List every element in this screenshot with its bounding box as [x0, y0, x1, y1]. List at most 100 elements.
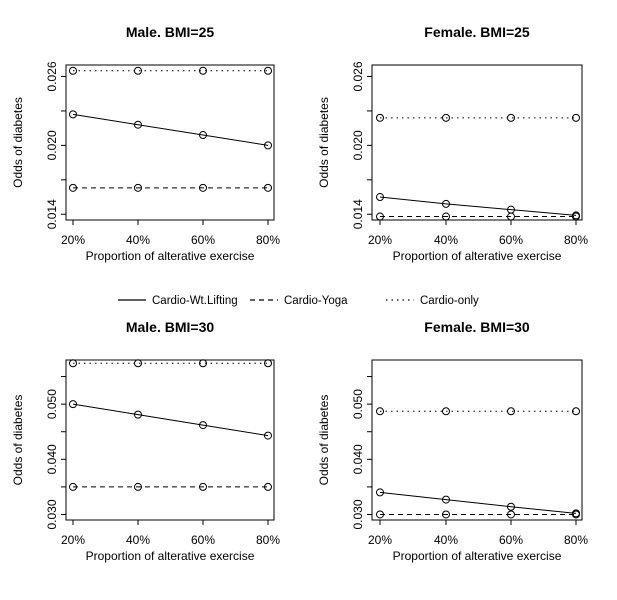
x-axis-label: Proportion of alterative exercise — [86, 549, 255, 563]
data-point — [264, 183, 272, 192]
data-point — [507, 212, 515, 221]
data-point — [507, 502, 515, 511]
x-tick-label: 40% — [126, 533, 150, 547]
y-axis-label: Odds of diabetes — [317, 97, 331, 188]
data-point — [264, 431, 272, 440]
y-axis-label: Odds of diabetes — [317, 395, 331, 486]
data-point — [572, 510, 580, 519]
y-tick-label: 0.050 — [45, 389, 59, 419]
data-point — [199, 421, 207, 430]
data-point — [572, 113, 580, 122]
data-point — [134, 359, 142, 368]
chart-panel-2: Female. BMI=25 0.014 0.020 0.026 Odds of dia… — [317, 24, 588, 263]
data-point — [376, 510, 384, 519]
data-point — [264, 66, 272, 75]
series-line-solid — [72, 403, 269, 437]
data-point — [442, 510, 450, 519]
x-axis-label: Proportion of alterative exercise — [393, 549, 562, 563]
data-point — [69, 110, 77, 119]
chart-panel-1: Male. BMI=25 0.014 0.020 0.026 Odds of diabe… — [11, 24, 280, 263]
legend-label: Cardio-Wt.Lifting — [152, 295, 238, 307]
legend-label: Cardio-Yoga — [284, 295, 348, 307]
y-tick-label: 0.014 — [351, 199, 365, 229]
x-tick-label: 80% — [256, 533, 280, 547]
series-line-solid — [379, 196, 577, 216]
chart-title: Female. BMI=25 — [424, 24, 530, 40]
data-point — [442, 495, 450, 504]
data-point — [134, 410, 142, 419]
data-point — [264, 482, 272, 491]
x-tick-label: 60% — [191, 233, 215, 247]
chart-title: Male. BMI=25 — [126, 24, 215, 40]
data-point — [264, 141, 272, 150]
x-axis-label: Proportion of alterative exercise — [393, 249, 562, 263]
y-tick-label: 0.030 — [351, 499, 365, 529]
data-point — [507, 407, 515, 416]
data-point — [376, 212, 384, 221]
plot-frame — [371, 64, 583, 221]
series-line-solid — [379, 491, 577, 514]
y-tick-label: 0.020 — [351, 130, 365, 160]
data-point — [572, 212, 580, 221]
chart-title: Male. BMI=30 — [126, 319, 215, 335]
data-point — [199, 482, 207, 491]
data-point — [442, 113, 450, 122]
x-tick-label: 60% — [191, 533, 215, 547]
y-tick-label: 0.050 — [351, 389, 365, 419]
plot-frame — [371, 359, 583, 521]
y-tick-label: 0.026 — [45, 61, 59, 91]
y-tick-label: 0.026 — [351, 61, 365, 91]
data-point — [69, 183, 77, 192]
data-point — [442, 407, 450, 416]
data-point — [69, 400, 77, 409]
y-tick-label: 0.040 — [45, 444, 59, 474]
data-point — [69, 482, 77, 491]
data-point — [264, 359, 272, 368]
data-point — [134, 66, 142, 75]
data-point — [134, 183, 142, 192]
x-tick-label: 20% — [368, 233, 392, 247]
data-point — [199, 183, 207, 192]
chart-title: Female. BMI=30 — [424, 319, 530, 335]
data-point — [134, 120, 142, 129]
x-tick-label: 40% — [434, 233, 458, 247]
plot-frame — [65, 64, 275, 221]
y-tick-label: 0.014 — [45, 199, 59, 229]
y-tick-label: 0.020 — [45, 130, 59, 160]
x-tick-label: 60% — [499, 533, 523, 547]
x-axis-label: Proportion of alterative exercise — [86, 249, 255, 263]
data-point — [69, 359, 77, 368]
series-line-solid — [72, 113, 269, 146]
data-point — [376, 488, 384, 497]
x-tick-label: 60% — [499, 233, 523, 247]
data-point — [376, 193, 384, 202]
data-point — [134, 482, 142, 491]
y-axis-label: Odds of diabetes — [11, 395, 25, 486]
data-point — [572, 407, 580, 416]
legend: Cardio-Wt.Lifting Cardio-Yoga Cardio-only — [118, 295, 479, 307]
x-tick-label: 20% — [61, 533, 85, 547]
data-point — [199, 359, 207, 368]
y-axis-label: Odds of diabetes — [11, 97, 25, 188]
x-tick-label: 40% — [126, 233, 150, 247]
x-tick-label: 20% — [368, 533, 392, 547]
data-point — [69, 66, 77, 75]
data-point — [376, 113, 384, 122]
y-tick-label: 0.040 — [351, 444, 365, 474]
data-point — [442, 199, 450, 208]
x-tick-label: 20% — [61, 233, 85, 247]
chart-panel-3: Male. BMI=30 0.030 0.040 0.050 Odds of diabe… — [11, 319, 280, 563]
legend-label: Cardio-only — [420, 295, 479, 307]
plot-frame — [65, 359, 275, 521]
chart-panel-4: Female. BMI=30 0.030 0.040 0.050 Odds of dia… — [317, 319, 588, 563]
x-tick-label: 80% — [256, 233, 280, 247]
y-tick-label: 0.030 — [45, 499, 59, 529]
data-point — [507, 113, 515, 122]
x-tick-label: 80% — [564, 233, 588, 247]
data-point — [442, 212, 450, 221]
data-point — [199, 66, 207, 75]
x-tick-label: 80% — [564, 533, 588, 547]
data-point — [507, 510, 515, 519]
data-point — [376, 407, 384, 416]
